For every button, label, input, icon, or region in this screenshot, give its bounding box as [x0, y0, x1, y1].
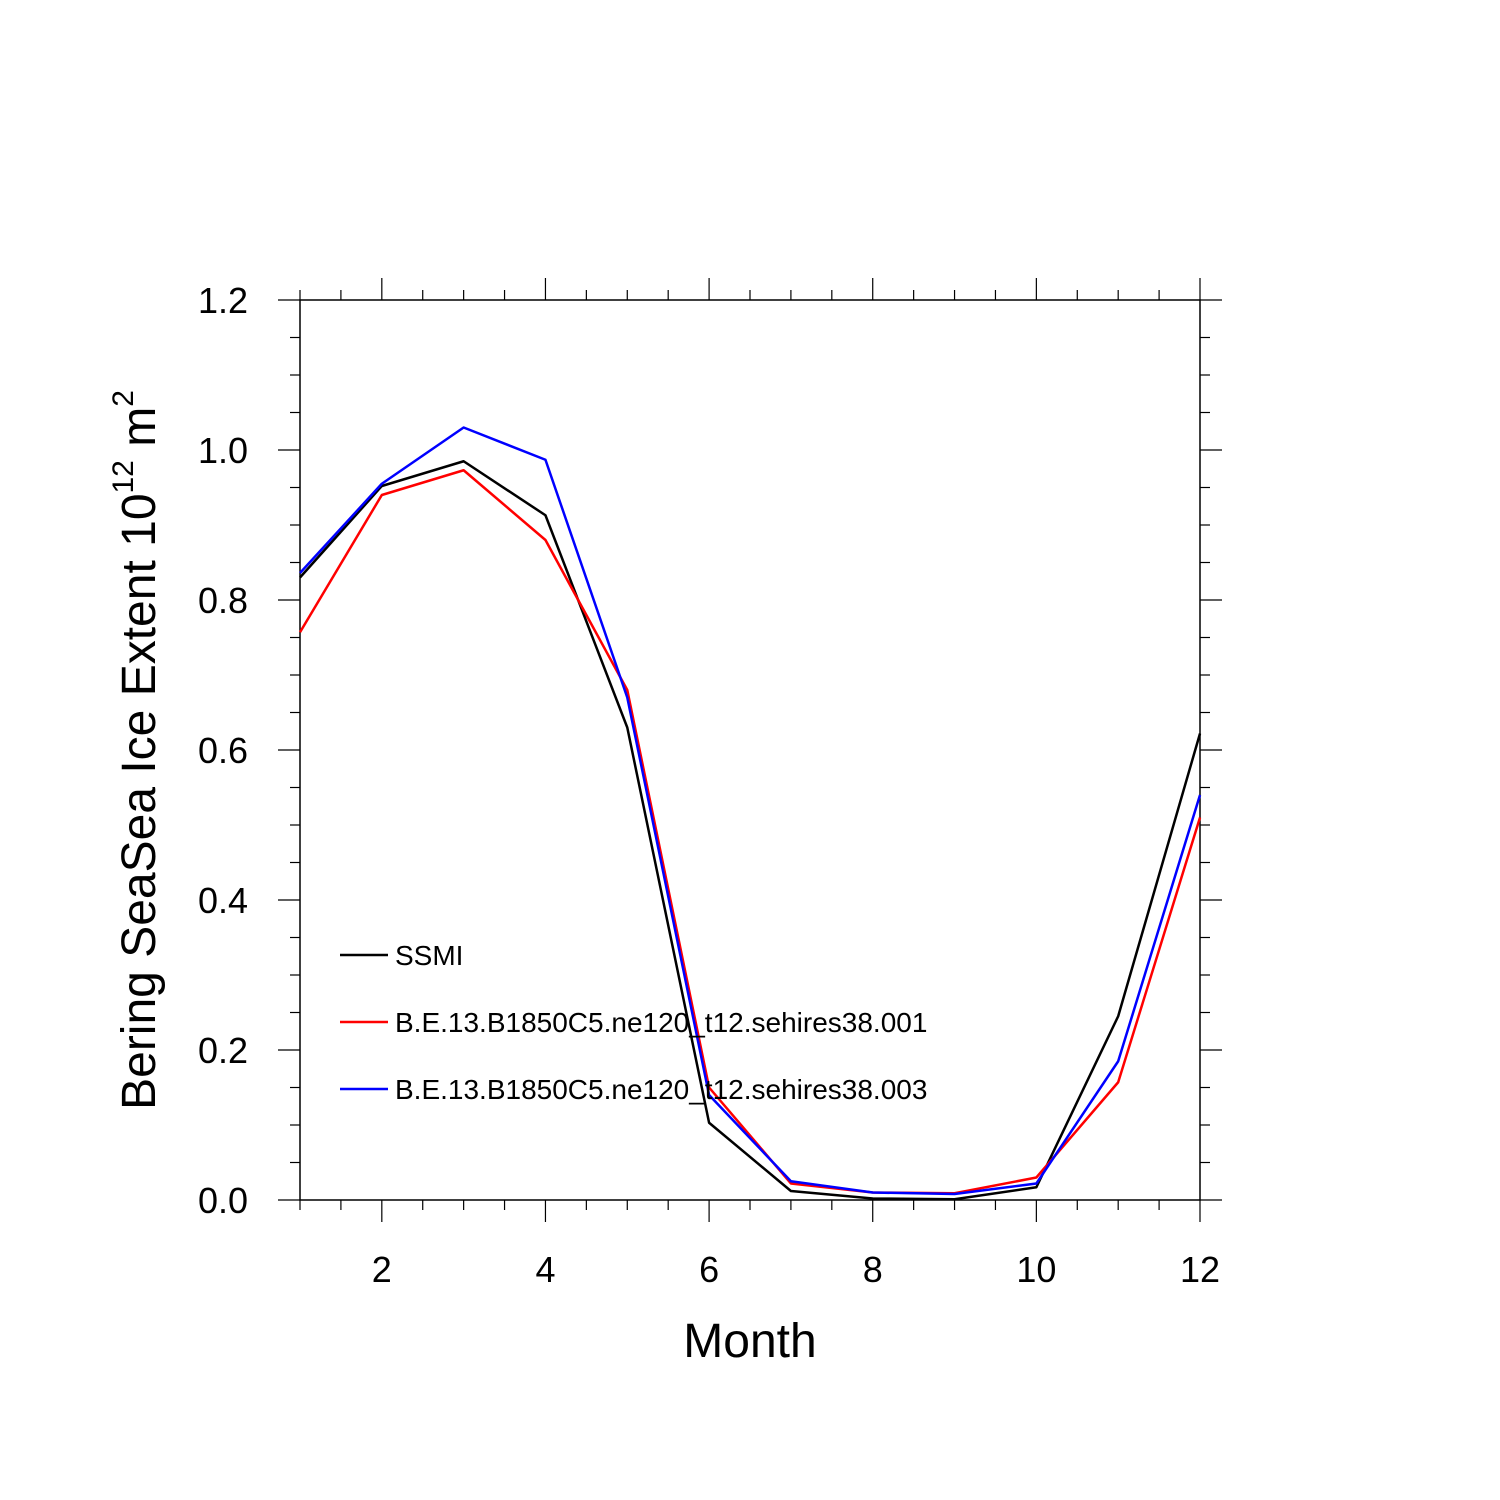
y-tick-label: 1.2	[198, 280, 248, 321]
legend: SSMI B.E.13.B1850C5.ne120_t12.sehires38.0…	[340, 940, 927, 1105]
x-axis-title: Month	[683, 1315, 816, 1368]
series-lines	[298, 426, 1202, 1201]
axis-ticks	[278, 278, 1222, 1222]
legend-label-1: SSMI	[395, 940, 463, 971]
x-tick-label: 12	[1180, 1249, 1220, 1290]
y-tick-label: 0.4	[198, 880, 248, 921]
x-tick-label: 8	[863, 1249, 883, 1290]
x-tick-label: 10	[1016, 1249, 1056, 1290]
tick-labels: 2 4 6 8 10 12 0.0 0.2 0.4 0.6 0.8 1.0 1.2	[198, 280, 1220, 1290]
y-tick-label: 0.0	[198, 1180, 248, 1221]
legend-label-3: B.E.13.B1850C5.ne120_t12.sehires38.003	[395, 1074, 927, 1105]
y-tick-label: 1.0	[198, 430, 248, 471]
y-axis-title: Bering SeaSea Ice Extent 1012 m2	[107, 390, 166, 1110]
y-tick-label: 0.2	[198, 1030, 248, 1071]
x-tick-label: 4	[535, 1249, 555, 1290]
y-tick-label: 0.8	[198, 580, 248, 621]
series-line-3	[299, 426, 1202, 1196]
y-tick-label: 0.6	[198, 730, 248, 771]
x-tick-label: 6	[699, 1249, 719, 1290]
legend-label-2: B.E.13.B1850C5.ne120_t12.sehires38.001	[395, 1007, 927, 1038]
series-line-1	[299, 460, 1202, 1201]
x-tick-label: 2	[372, 1249, 392, 1290]
plot-frame	[299, 299, 1201, 1201]
